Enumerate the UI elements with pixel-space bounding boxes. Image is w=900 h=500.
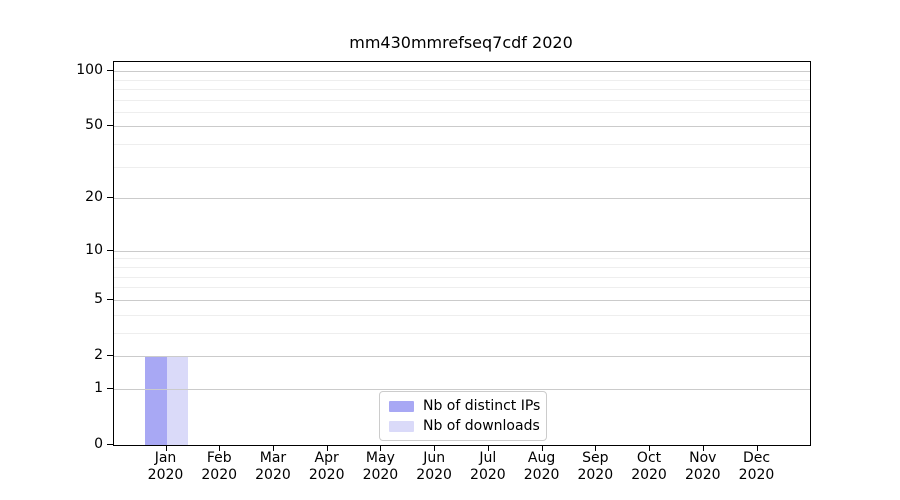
bar-jan-s1 (166, 355, 188, 445)
x-tick (165, 445, 167, 451)
x-tick-label: Mar 2020 (238, 450, 308, 484)
x-tick-label: Nov 2020 (668, 450, 738, 484)
y-tick (107, 197, 113, 199)
x-tick-label-year: 2020 (416, 467, 452, 483)
y-tick (107, 444, 113, 445)
x-tick-label-year: 2020 (308, 467, 345, 483)
x-tick-label-year: 2020 (523, 467, 560, 483)
y-tick-label: 20 (85, 189, 103, 206)
x-tick-label-year: 2020 (147, 467, 184, 483)
x-tick-label-year: 2020 (577, 467, 614, 483)
y-gridline-minor (114, 258, 810, 260)
x-tick (380, 445, 382, 451)
x-tick-label: Jan 2020 (131, 450, 201, 484)
x-tick (649, 445, 651, 451)
x-tick (541, 445, 543, 451)
y-tick-label: 0 (94, 436, 103, 452)
y-gridline-major (114, 250, 810, 252)
y-gridline-major (114, 71, 810, 73)
x-tick-label: Jun 2020 (399, 450, 469, 484)
legend-label-distinct-ips: Nb of distinct IPs (423, 398, 541, 414)
y-gridline-major (114, 299, 810, 301)
y-gridline-minor (114, 276, 810, 278)
y-tick (107, 298, 113, 300)
y-gridline-minor (114, 332, 810, 334)
bar-jan-s0 (145, 355, 167, 445)
y-gridline-minor (114, 266, 810, 268)
legend-item-distinct-ips: Nb of distinct IPs (389, 398, 541, 414)
x-tick (487, 445, 489, 451)
legend-swatch-downloads (389, 420, 414, 432)
x-tick-label-year: 2020 (255, 467, 291, 483)
y-gridline-minor (114, 144, 810, 146)
y-gridline-major (114, 198, 810, 200)
y-tick-label: 10 (85, 241, 103, 258)
legend: Nb of distinct IPs Nb of downloads (379, 391, 547, 441)
y-tick-label: 5 (94, 290, 103, 307)
x-tick (326, 445, 328, 451)
x-tick (272, 445, 274, 451)
y-gridline-major (114, 355, 810, 357)
y-tick-label: 2 (94, 346, 103, 363)
x-tick (219, 445, 221, 451)
y-tick (107, 249, 113, 251)
x-tick-label-year: 2020 (362, 467, 399, 483)
x-tick (702, 445, 704, 451)
y-gridline-minor (114, 314, 810, 316)
y-gridline-minor (114, 287, 810, 289)
y-gridline-major (114, 388, 810, 390)
x-tick-label-year: 2020 (738, 467, 775, 483)
y-tick (107, 70, 113, 72)
x-tick (595, 445, 597, 451)
x-tick-label: Apr 2020 (292, 450, 362, 484)
y-tick (107, 125, 113, 127)
plot-area (113, 61, 811, 446)
y-tick-label: 1 (94, 379, 103, 396)
x-tick-label: Oct 2020 (614, 450, 684, 484)
y-gridline-minor (114, 111, 810, 113)
y-tick-label: 50 (85, 117, 103, 134)
y-gridline-minor (114, 79, 810, 81)
chart-title: mm430mmrefseq7cdf 2020 (349, 33, 573, 52)
legend-label-downloads: Nb of downloads (423, 418, 540, 434)
legend-item-downloads: Nb of downloads (389, 418, 540, 434)
x-tick-label-year: 2020 (470, 467, 506, 483)
x-tick-label-year: 2020 (201, 467, 238, 483)
y-tick (107, 354, 113, 356)
y-tick-label: 100 (76, 62, 103, 79)
x-tick-label: Aug 2020 (507, 450, 577, 484)
y-gridline-minor (114, 166, 810, 168)
x-tick-label: Dec 2020 (722, 450, 792, 484)
x-tick-label-year: 2020 (631, 467, 667, 483)
x-tick-label: May 2020 (345, 450, 415, 484)
x-tick (756, 445, 758, 451)
y-tick (107, 387, 113, 389)
x-tick-label-year: 2020 (684, 467, 721, 483)
y-gridline-major (114, 126, 810, 128)
x-tick-label: Jul 2020 (453, 450, 523, 484)
x-tick-label: Feb 2020 (184, 450, 254, 484)
x-tick-label: Sep 2020 (560, 450, 630, 484)
x-tick (434, 445, 436, 451)
y-gridline-minor (114, 99, 810, 101)
legend-swatch-distinct-ips (389, 400, 414, 412)
y-gridline-minor (114, 88, 810, 90)
